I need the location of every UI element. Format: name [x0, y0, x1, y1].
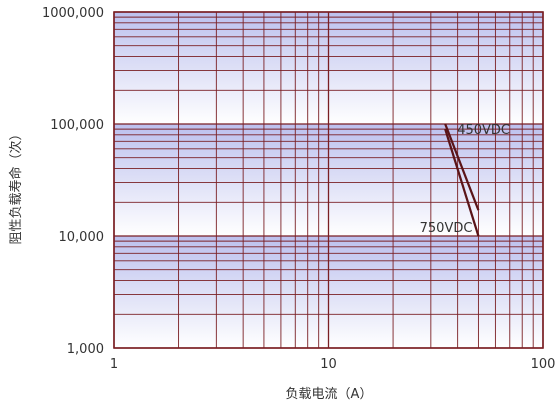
y-tick-label: 1,000	[67, 342, 104, 357]
series-label: 450VDC	[457, 123, 510, 138]
series-line	[444, 123, 480, 211]
y-axis-title: 阻性负载寿命（次）	[8, 127, 24, 244]
series-lines: 450VDC 750VDC	[420, 123, 510, 237]
series-label: 750VDC	[420, 221, 473, 236]
y-axis-ticks: 1,000 10,000 100,000 1000,000	[42, 6, 104, 357]
grid-lines	[113, 11, 544, 349]
y-tick-label: 10,000	[59, 230, 105, 245]
plot-frame	[113, 11, 544, 349]
x-axis-title: 负载电流（A）	[286, 387, 373, 402]
y-tick-label: 1000,000	[42, 6, 104, 21]
x-tick-label: 1	[110, 357, 118, 372]
x-axis-ticks: 1 10 100	[110, 357, 556, 372]
y-tick-label: 100,000	[50, 118, 104, 133]
x-tick-label: 10	[320, 357, 337, 372]
x-tick-label: 100	[531, 357, 556, 372]
series-line	[444, 128, 480, 237]
